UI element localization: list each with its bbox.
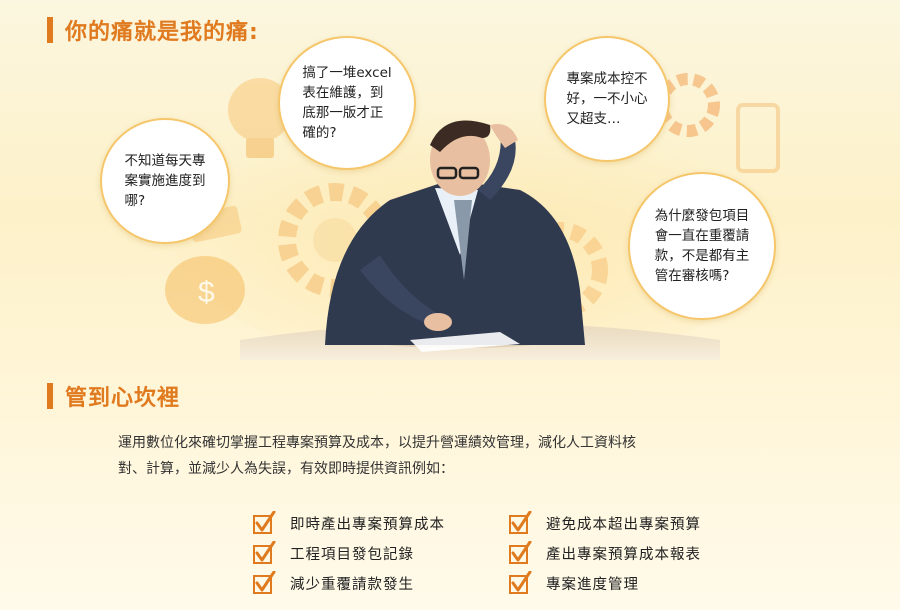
description-line: 對、計算，並減少人為失誤，有效即時提供資訊例如： [118,461,454,477]
solution-description: 運用數位化來確切掌握工程專案預算及成本，以提升營運績效管理，減化人工資料核 對、… [118,430,738,482]
section-title-text: 管到心坎裡 [65,386,181,411]
bubble-text-line: 表在維護，到 [302,85,384,101]
bubble-text-line: 又超支… [566,111,621,127]
bubble-text-line: 哪? [124,193,146,209]
benefit-text: 工程項目發包記錄 [290,546,414,563]
gear-icon [656,73,720,137]
stressed-businessman-illustration: $ [165,73,780,360]
checkmark-icon [253,511,276,534]
bubble-text-line: 搞了一堆excel [302,65,392,81]
section-title-solution: 管到心坎裡 [47,380,180,412]
benefit-item: 產出專案預算成本報表 [508,538,701,568]
benefit-list-left: 即時產出專案預算成本 工程項目發包記錄 減少重覆請款發生 [252,508,445,598]
benefit-item: 專案進度管理 [508,568,701,598]
benefit-text: 避免成本超出專案預算 [546,516,701,533]
bubble-text-line: 管在審核嗎? [654,268,730,284]
pain-bubble-payment: 為什麼發包項目 會一直在重覆請 款，不是都有主 管在審核嗎? [628,172,776,320]
benefit-item: 減少重覆請款發生 [252,568,445,598]
section-title-pain: 你的痛就是我的痛: [47,14,259,46]
checkmark-icon [509,571,532,594]
description-line: 運用數位化來確切掌握工程專案預算及成本，以提升營運績效管理，減化人工資料核 [118,435,636,451]
checkmark-icon [509,511,532,534]
section-title-text: 你的痛就是我的痛: [65,20,259,45]
benefit-text: 即時產出專案預算成本 [290,516,445,533]
checkmark-icon [253,541,276,564]
pain-bubble-cost: 專案成本控不 好，一不小心 又超支… [544,36,670,162]
phone-icon [736,103,780,173]
money-bag-icon: $ [165,256,245,324]
lightbulb-icon [228,78,292,158]
benefit-item: 工程項目發包記錄 [252,538,445,568]
title-accent-bar [47,383,53,409]
benefit-text: 專案進度管理 [546,576,639,593]
bubble-text-line: 不知道每天專 [124,153,206,169]
bubble-text-line: 款，不是都有主 [654,248,750,264]
bubble-text-line: 專案成本控不 [566,71,648,87]
pain-bubble-progress: 不知道每天專 案實施進度到 哪? [100,118,230,244]
title-accent-bar [47,17,53,43]
bubble-text-line: 好，一不小心 [566,91,648,107]
bubble-text-line: 確的? [302,125,337,141]
benefit-list-right: 避免成本超出專案預算 產出專案預算成本報表 專案進度管理 [508,508,701,598]
benefit-item: 即時產出專案預算成本 [252,508,445,538]
checkmark-icon [253,571,276,594]
benefit-text: 減少重覆請款發生 [290,576,414,593]
bubble-text-line: 案實施進度到 [124,173,206,189]
bubble-text-line: 底那一版才正 [302,105,384,121]
checkmark-icon [509,541,532,564]
benefit-item: 避免成本超出專案預算 [508,508,701,538]
benefit-text: 產出專案預算成本報表 [546,546,701,563]
pain-bubble-excel: 搞了一堆excel 表在維護，到 底那一版才正 確的? [278,36,416,170]
svg-text:$: $ [198,276,215,309]
bubble-text-line: 為什麼發包項目 [654,208,750,224]
bubble-text-line: 會一直在重覆請 [654,228,750,244]
